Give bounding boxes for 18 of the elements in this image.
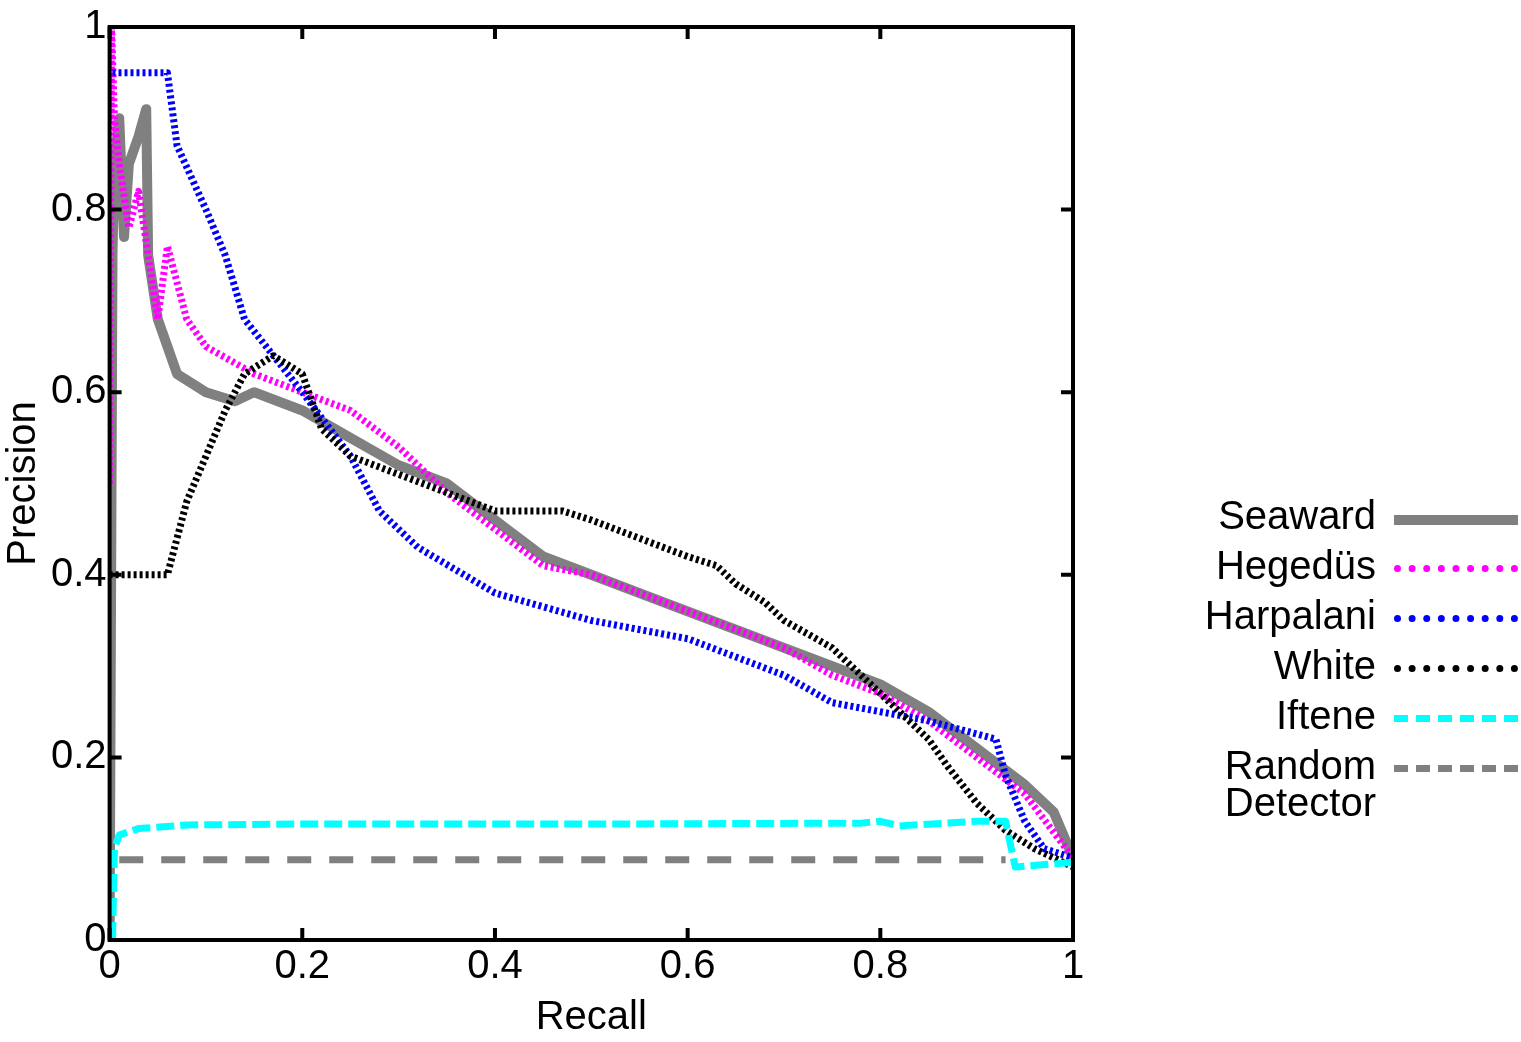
- x-axis-title: Recall: [535, 993, 647, 1038]
- legend-label: Iftene: [1274, 692, 1376, 737]
- x-tick-label: 0.4: [467, 942, 523, 987]
- x-tick-label: 1: [1061, 942, 1085, 987]
- y-axis-title: Precision: [0, 401, 44, 566]
- x-tick-label: 0.2: [274, 942, 331, 987]
- y-tick-label: 0.6: [51, 367, 107, 412]
- x-tick-label: 0.8: [852, 942, 909, 987]
- legend-label: Harpalani: [1203, 592, 1376, 637]
- legend-label: Seaward: [1217, 492, 1376, 537]
- legend-label: Random Detector: [1223, 742, 1376, 824]
- y-tick-label: 0.2: [51, 732, 107, 777]
- y-tick-label: 0.4: [51, 549, 107, 594]
- legend-label: White: [1272, 642, 1376, 687]
- y-tick-label: 1: [84, 2, 107, 47]
- x-tick-label: 0.6: [659, 942, 716, 987]
- y-tick-label: 0.8: [51, 184, 107, 229]
- legend-label: Hegedüs: [1214, 542, 1376, 587]
